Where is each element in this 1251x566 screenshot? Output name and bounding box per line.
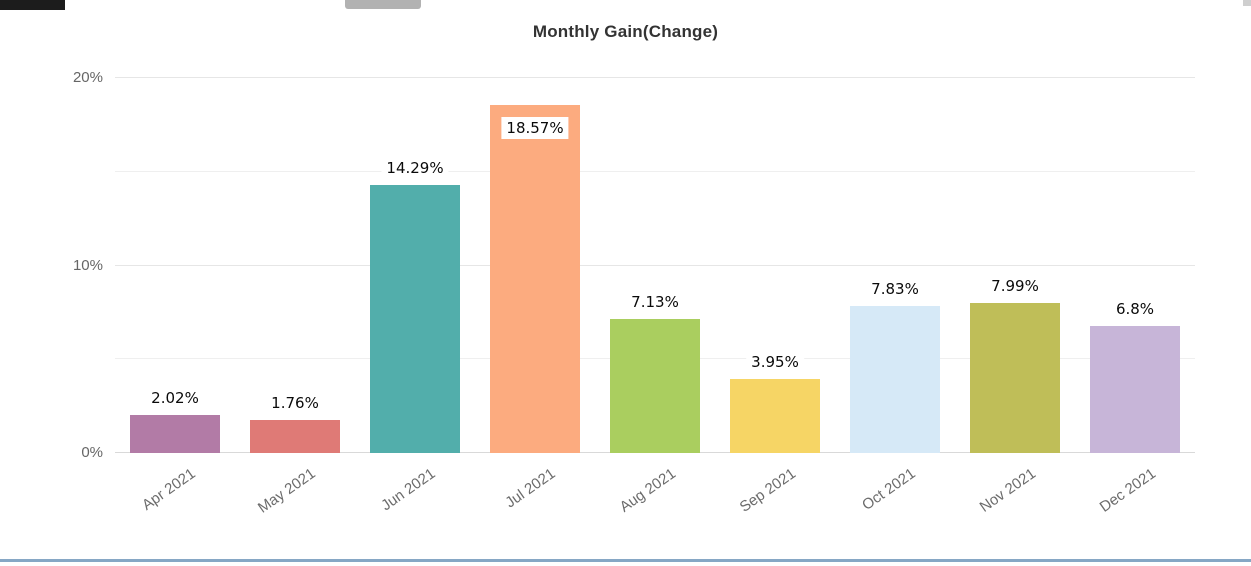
bar-jul-2021[interactable] bbox=[490, 104, 580, 453]
window-top-strip bbox=[0, 0, 65, 10]
x-label-sep-2021: Sep 2021 bbox=[736, 465, 799, 516]
bar-slot-sep-2021: 3.95% Sep 2021 bbox=[715, 78, 835, 516]
browser-tab-remnant[interactable] bbox=[345, 0, 421, 9]
x-label-dec-2021: Dec 2021 bbox=[1096, 465, 1159, 516]
bar-oct-2021[interactable] bbox=[850, 306, 940, 453]
bar-slot-oct-2021: 7.83% Oct 2021 bbox=[835, 78, 955, 514]
x-label-nov-2021: Nov 2021 bbox=[976, 465, 1039, 516]
bar-apr-2021[interactable] bbox=[130, 415, 220, 453]
y-tick-label-10: 10% bbox=[72, 256, 103, 274]
value-label-aug-2021: 7.13% bbox=[626, 291, 684, 314]
value-label-dec-2021: 6.8% bbox=[1110, 297, 1160, 320]
gridline-15 bbox=[115, 170, 1195, 172]
chart-title: Monthly Gain(Change) bbox=[532, 22, 719, 41]
x-label-aug-2021: Aug 2021 bbox=[616, 465, 679, 516]
value-label-jun-2021: 14.29% bbox=[381, 157, 449, 180]
window-corner-sliver bbox=[1243, 0, 1251, 6]
bar-jun-2021[interactable] bbox=[370, 185, 460, 453]
bar-sep-2021[interactable] bbox=[730, 378, 820, 453]
bar-slot-jun-2021: 14.29% Jun 2021 bbox=[355, 78, 475, 514]
value-label-jul-2021: 18.57% bbox=[501, 116, 569, 139]
bar-slot-apr-2021: 2.02% Apr 2021 bbox=[115, 78, 235, 514]
bar-slot-nov-2021: 7.99% Nov 2021 bbox=[955, 78, 1075, 516]
bottom-divider bbox=[0, 559, 1251, 562]
bar-slot-aug-2021: 7.13% Aug 2021 bbox=[595, 78, 715, 516]
y-axis: 0% 10% 20% bbox=[40, 69, 103, 461]
x-label-jul-2021: Jul 2021 bbox=[502, 465, 559, 512]
plot-area: 2.02% Apr 2021 1.76% May 2021 14.29% Jun 2021… bbox=[115, 77, 1195, 517]
x-label-jun-2021: Jun 2021 bbox=[378, 465, 439, 515]
value-label-sep-2021: 3.95% bbox=[746, 350, 804, 373]
y-tick-label-20: 20% bbox=[72, 69, 103, 86]
bar-slot-jul-2021: 18.57% Jul 2021 bbox=[475, 78, 595, 511]
value-label-oct-2021: 7.83% bbox=[866, 278, 924, 301]
bar-nov-2021[interactable] bbox=[970, 303, 1060, 453]
bar-dec-2021[interactable] bbox=[1090, 325, 1180, 453]
value-label-apr-2021: 2.02% bbox=[146, 387, 204, 410]
bar-aug-2021[interactable] bbox=[610, 319, 700, 453]
value-label-nov-2021: 7.99% bbox=[986, 275, 1044, 298]
bar-slot-dec-2021: 6.8% Dec 2021 bbox=[1075, 78, 1195, 516]
bars-row: 2.02% Apr 2021 1.76% May 2021 14.29% Jun 2021… bbox=[115, 78, 1195, 517]
value-label-may-2021: 1.76% bbox=[266, 392, 324, 414]
bar-slot-may-2021: 1.76% May 2021 bbox=[235, 78, 355, 517]
gridline-10 bbox=[115, 264, 1195, 266]
gridline-20 bbox=[115, 77, 1195, 78]
bar-may-2021[interactable] bbox=[250, 420, 340, 453]
x-label-apr-2021: Apr 2021 bbox=[139, 465, 199, 514]
y-tick-label-0: 0% bbox=[81, 444, 103, 461]
x-label-may-2021: May 2021 bbox=[255, 465, 319, 517]
x-label-oct-2021: Oct 2021 bbox=[859, 465, 919, 514]
